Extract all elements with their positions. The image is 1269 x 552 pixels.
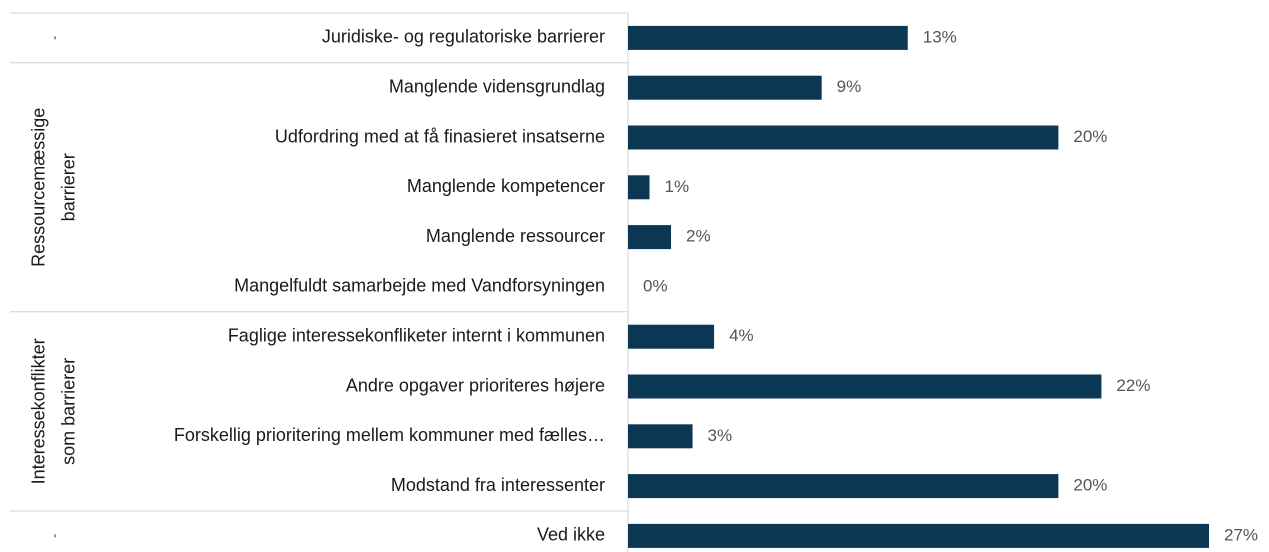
bar	[628, 225, 672, 250]
group-label: Interessekonflikter	[29, 338, 49, 484]
category-label: Andre opgaver prioriteres højere	[346, 375, 605, 395]
category-label: Manglende kompetencer	[407, 176, 605, 196]
group-label: som barrierer	[59, 358, 79, 465]
category-label: Udfordring med at få finasieret insatser…	[275, 126, 605, 146]
bar	[628, 474, 1059, 499]
value-label: 4%	[729, 326, 754, 345]
value-label: 3%	[708, 426, 733, 445]
bar	[628, 424, 693, 449]
bar	[628, 175, 650, 200]
category-label: Faglige interessekonfliketer internt i k…	[228, 325, 605, 345]
value-label: 13%	[923, 27, 957, 46]
group-label: barrierer	[59, 153, 79, 221]
group-label: Ressourcemæssige	[29, 108, 49, 267]
category-label: Manglende ressourcer	[426, 226, 605, 246]
group-label: -	[47, 534, 61, 538]
value-label: 20%	[1073, 476, 1107, 495]
value-label: 20%	[1073, 127, 1107, 146]
value-label: 0%	[643, 276, 668, 295]
value-label: 27%	[1224, 525, 1258, 544]
value-label: 1%	[665, 177, 690, 196]
value-label: 22%	[1116, 376, 1150, 395]
value-label: 9%	[837, 77, 862, 96]
bar	[628, 25, 908, 50]
bar	[628, 523, 1209, 548]
category-label: Modstand fra interessenter	[391, 475, 605, 495]
group-label: -	[47, 36, 61, 40]
bar	[628, 374, 1102, 399]
bar	[628, 75, 822, 100]
category-label: Ved ikke	[537, 525, 605, 545]
bar	[628, 324, 715, 349]
value-label: 2%	[686, 227, 711, 246]
category-label: Manglende vidensgrundlag	[389, 76, 605, 96]
category-label: Mangelfuldt samarbejde med Vandforsyning…	[234, 276, 605, 296]
bar	[628, 125, 1059, 150]
category-label: Juridiske- og regulatoriske barrierer	[322, 27, 605, 47]
category-label: Forskellig prioritering mellem kommuner …	[174, 425, 605, 445]
